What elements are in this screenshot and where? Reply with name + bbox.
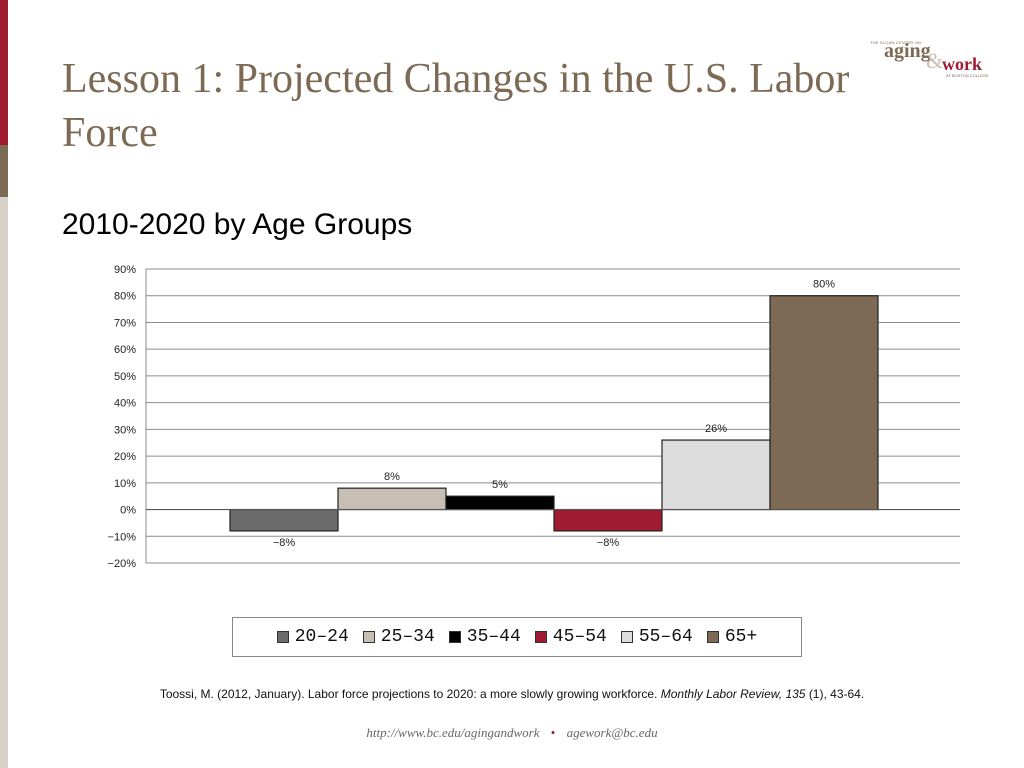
legend-swatch (620, 631, 633, 643)
slide-title: Lesson 1: Projected Changes in the U.S. … (62, 56, 850, 156)
data-label: 5% (492, 479, 508, 491)
y-tick-label: 90% (114, 264, 136, 276)
bar (661, 439, 771, 511)
bar (337, 487, 447, 511)
legend-swatch (448, 631, 461, 643)
citation-tail: (1), 43-64. (808, 687, 865, 701)
bar (445, 495, 555, 511)
y-tick-label: 0% (120, 505, 136, 517)
legend-label: 25–34 (380, 627, 435, 647)
y-tick-label: 40% (114, 398, 136, 410)
legend-swatch (534, 631, 547, 643)
footer-separator-dot: • (550, 725, 556, 740)
chart-legend: 20–24 25–34 35–44 45–54 55–64 65+ (232, 617, 802, 657)
data-label: −8% (273, 537, 296, 549)
citation-journal: Monthly Labor Review, 135 (660, 687, 806, 701)
bar (769, 295, 879, 511)
aging-and-work-logo: THE SLOAN CENTER ON aging & work AT BOST… (866, 38, 992, 82)
legend-label: 35–44 (466, 627, 521, 647)
source-citation: Toossi, M. (2012, January). Labor force … (0, 687, 1024, 701)
legend-item: 25–34 (362, 627, 435, 647)
legend-swatch (706, 631, 719, 643)
y-tick-label: 30% (114, 424, 136, 436)
y-tick-label: 20% (114, 451, 136, 463)
y-tick-label: 60% (114, 344, 136, 356)
side-accent-brown (0, 145, 8, 197)
y-tick-label: 10% (114, 478, 136, 490)
legend-item: 20–24 (276, 627, 349, 647)
side-accent-grey (0, 197, 8, 768)
footer-email-link[interactable]: agework@bc.edu (566, 725, 658, 740)
legend-item: 65+ (706, 627, 758, 647)
data-label: 80% (813, 279, 835, 291)
footer-url-link[interactable]: http://www.bc.edu/agingandwork (366, 725, 540, 740)
slide-subtitle: 2010-2020 by Age Groups (62, 208, 413, 241)
legend-label: 65+ (724, 627, 758, 647)
legend-label: 45–54 (552, 627, 607, 647)
labor-force-bar-chart: 90% 80% 70% 60% 50% 40% 30% 20% 10% 0% −10% −20% −8%… (108, 264, 960, 570)
bar (553, 508, 663, 532)
y-tick-label: −20% (108, 558, 137, 570)
citation-text: Toossi, M. (2012, January). Labor force … (159, 687, 658, 701)
y-tick-label: 50% (114, 371, 136, 383)
logo-tagline-bottom: AT BOSTON COLLEGE (946, 73, 989, 78)
legend-item: 45–54 (534, 627, 607, 647)
legend-swatch (276, 631, 289, 643)
legend-label: 55–64 (638, 627, 693, 647)
logo-ampersand: & (926, 48, 944, 73)
legend-swatch (362, 631, 375, 643)
side-accent-red (0, 0, 8, 145)
legend-label: 20–24 (294, 627, 349, 647)
data-label: −8% (597, 537, 620, 549)
legend-item: 55–64 (620, 627, 693, 647)
y-tick-label: −10% (108, 531, 137, 543)
logo-word-aging: aging (884, 40, 931, 62)
logo-word-work: work (942, 54, 982, 74)
legend-item: 35–44 (448, 627, 521, 647)
y-tick-label: 80% (114, 291, 136, 303)
logo-tagline-top: THE SLOAN CENTER ON (870, 40, 922, 45)
bar (229, 508, 339, 532)
data-label: 8% (384, 471, 400, 483)
footer: http://www.bc.edu/agingandwork • agework… (0, 725, 1024, 741)
data-label: 26% (705, 423, 727, 435)
y-tick-label: 70% (114, 317, 136, 329)
